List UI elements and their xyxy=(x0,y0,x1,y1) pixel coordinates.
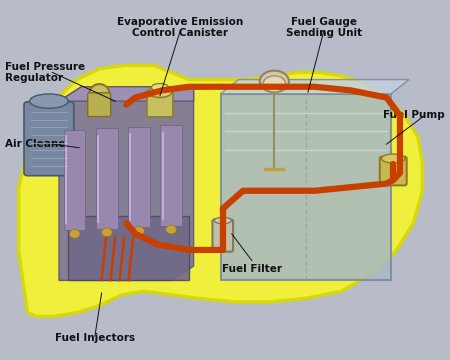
Polygon shape xyxy=(68,216,189,280)
FancyBboxPatch shape xyxy=(24,102,74,176)
Polygon shape xyxy=(220,80,409,94)
Ellipse shape xyxy=(148,87,171,98)
Polygon shape xyxy=(18,65,423,316)
Text: Fuel Pump: Fuel Pump xyxy=(383,111,445,121)
Text: Fuel Pressure
Regulator: Fuel Pressure Regulator xyxy=(5,62,86,83)
Ellipse shape xyxy=(89,84,109,104)
Text: Evaporative Emission
Control Canister: Evaporative Emission Control Canister xyxy=(117,17,243,39)
Text: Fuel Injectors: Fuel Injectors xyxy=(55,333,135,343)
Text: Fuel Gauge
Sending Unit: Fuel Gauge Sending Unit xyxy=(286,17,362,39)
Ellipse shape xyxy=(102,228,112,237)
Ellipse shape xyxy=(382,154,405,163)
Ellipse shape xyxy=(214,217,231,224)
Ellipse shape xyxy=(166,225,176,234)
Ellipse shape xyxy=(69,229,80,238)
Polygon shape xyxy=(59,87,194,101)
Text: Fuel Filter: Fuel Filter xyxy=(222,264,282,274)
Ellipse shape xyxy=(134,226,144,235)
FancyBboxPatch shape xyxy=(147,91,173,117)
FancyBboxPatch shape xyxy=(88,93,111,117)
Ellipse shape xyxy=(260,71,289,92)
Ellipse shape xyxy=(263,76,286,92)
Ellipse shape xyxy=(30,94,68,108)
FancyBboxPatch shape xyxy=(212,220,233,252)
Ellipse shape xyxy=(152,84,168,91)
Polygon shape xyxy=(160,126,182,226)
FancyBboxPatch shape xyxy=(380,157,407,185)
Text: Air Cleaner: Air Cleaner xyxy=(5,139,71,149)
Polygon shape xyxy=(59,87,194,280)
Polygon shape xyxy=(128,127,150,227)
Polygon shape xyxy=(96,129,117,229)
Polygon shape xyxy=(64,130,86,230)
Polygon shape xyxy=(220,94,391,280)
